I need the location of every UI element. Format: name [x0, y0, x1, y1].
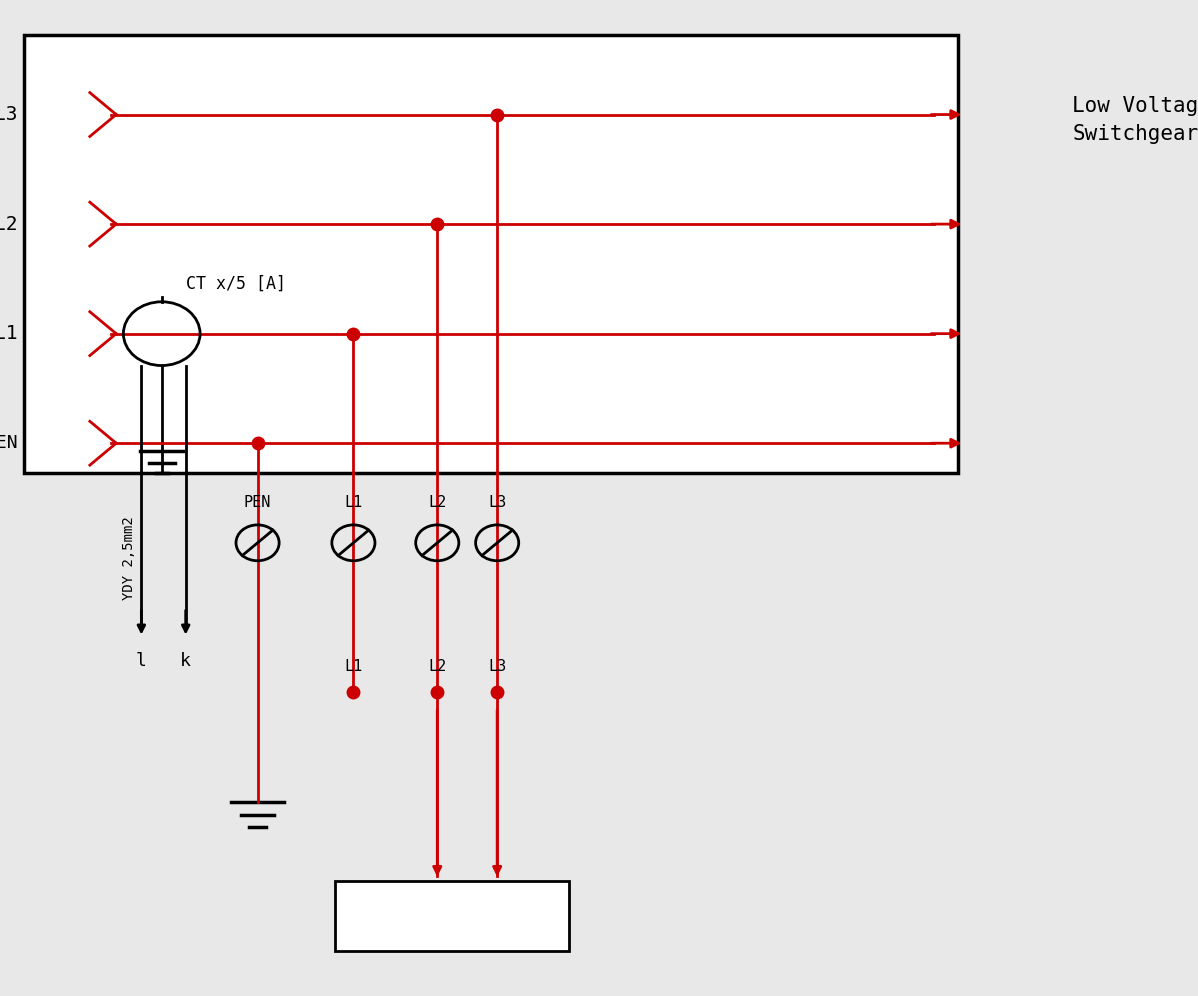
Text: L1: L1 — [344, 495, 363, 510]
Text: L2: L2 — [428, 495, 447, 510]
Text: L2    L3
To  PFR: L2 L3 To PFR — [412, 894, 492, 938]
Text: L1: L1 — [0, 324, 18, 344]
Text: PEN: PEN — [0, 434, 18, 452]
Text: L3: L3 — [488, 495, 507, 510]
Text: L3: L3 — [0, 105, 18, 124]
Text: k: k — [180, 652, 192, 670]
Text: l: l — [135, 652, 147, 670]
Text: L3: L3 — [488, 659, 507, 674]
FancyBboxPatch shape — [335, 881, 569, 951]
Text: PEN: PEN — [244, 495, 271, 510]
Text: L2: L2 — [428, 659, 447, 674]
Text: L1: L1 — [344, 659, 363, 674]
Text: L2: L2 — [0, 214, 18, 234]
Text: Low Voltage
Switchgear: Low Voltage Switchgear — [1072, 96, 1198, 143]
Text: CT x/5 [A]: CT x/5 [A] — [186, 275, 285, 293]
FancyBboxPatch shape — [24, 35, 958, 473]
Text: YDY 2,5mm2: YDY 2,5mm2 — [122, 516, 137, 600]
